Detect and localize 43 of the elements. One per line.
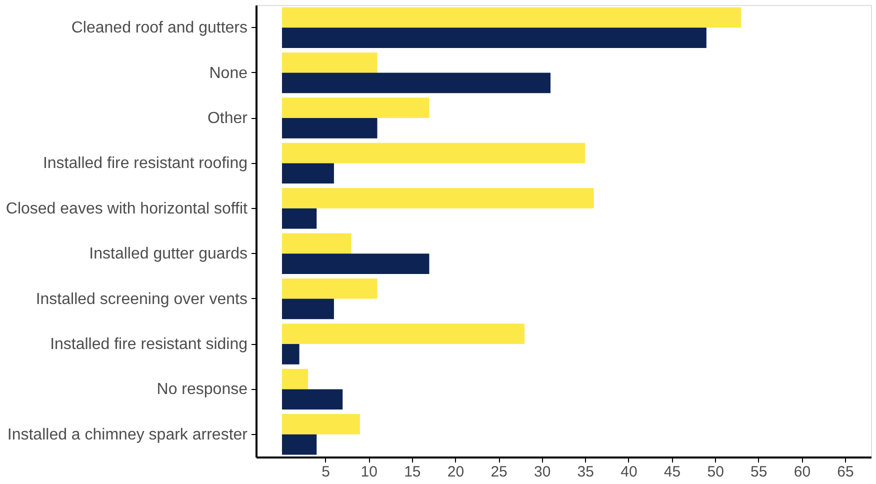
x-tick-label: 20 bbox=[447, 464, 464, 480]
bar bbox=[282, 118, 378, 138]
bar bbox=[282, 368, 308, 390]
bar bbox=[282, 344, 300, 364]
bar bbox=[282, 324, 525, 344]
bar bbox=[282, 98, 430, 118]
bar bbox=[282, 414, 360, 434]
x-tick-label: 55 bbox=[750, 464, 768, 480]
bar bbox=[282, 233, 352, 254]
y-tick-label: Installed fire resistant siding bbox=[50, 336, 248, 353]
bar bbox=[282, 7, 742, 28]
x-tick-label: 25 bbox=[490, 464, 508, 480]
x-tick-label: 40 bbox=[620, 464, 638, 480]
y-tick-label: Other bbox=[207, 110, 248, 127]
x-tick-label: 60 bbox=[794, 464, 811, 480]
y-tick-label: Closed eaves with horizontal soffit bbox=[6, 200, 248, 218]
bar bbox=[282, 188, 594, 208]
x-tick-label: 35 bbox=[577, 464, 594, 480]
bar bbox=[282, 389, 343, 410]
x-tick-label: 45 bbox=[664, 464, 681, 480]
y-tick-label: No response bbox=[156, 381, 248, 398]
bar bbox=[282, 28, 706, 48]
bar bbox=[282, 278, 378, 299]
y-tick-label: Installed screening over vents bbox=[36, 290, 248, 308]
y-tick-label: Cleaned roof and gutters bbox=[71, 20, 248, 37]
bar bbox=[282, 298, 334, 320]
x-tick-label: 5 bbox=[322, 464, 330, 480]
y-tick-label: Installed a chimney spark arrester bbox=[7, 426, 248, 444]
bar bbox=[282, 254, 430, 274]
y-tick-label: None bbox=[209, 64, 248, 82]
bar bbox=[282, 142, 586, 164]
bar bbox=[282, 72, 551, 94]
x-tick-label: 65 bbox=[837, 464, 854, 480]
x-tick-label: 15 bbox=[404, 464, 421, 480]
bar bbox=[282, 434, 317, 455]
bar bbox=[282, 208, 317, 229]
bar bbox=[282, 52, 378, 73]
y-tick-label: Installed fire resistant roofing bbox=[42, 155, 248, 172]
x-tick-label: 10 bbox=[360, 464, 378, 480]
x-tick-label: 50 bbox=[707, 464, 724, 480]
bar bbox=[282, 163, 334, 184]
x-tick-label: 30 bbox=[534, 464, 551, 480]
y-tick-label: Installed gutter guards bbox=[89, 246, 248, 263]
